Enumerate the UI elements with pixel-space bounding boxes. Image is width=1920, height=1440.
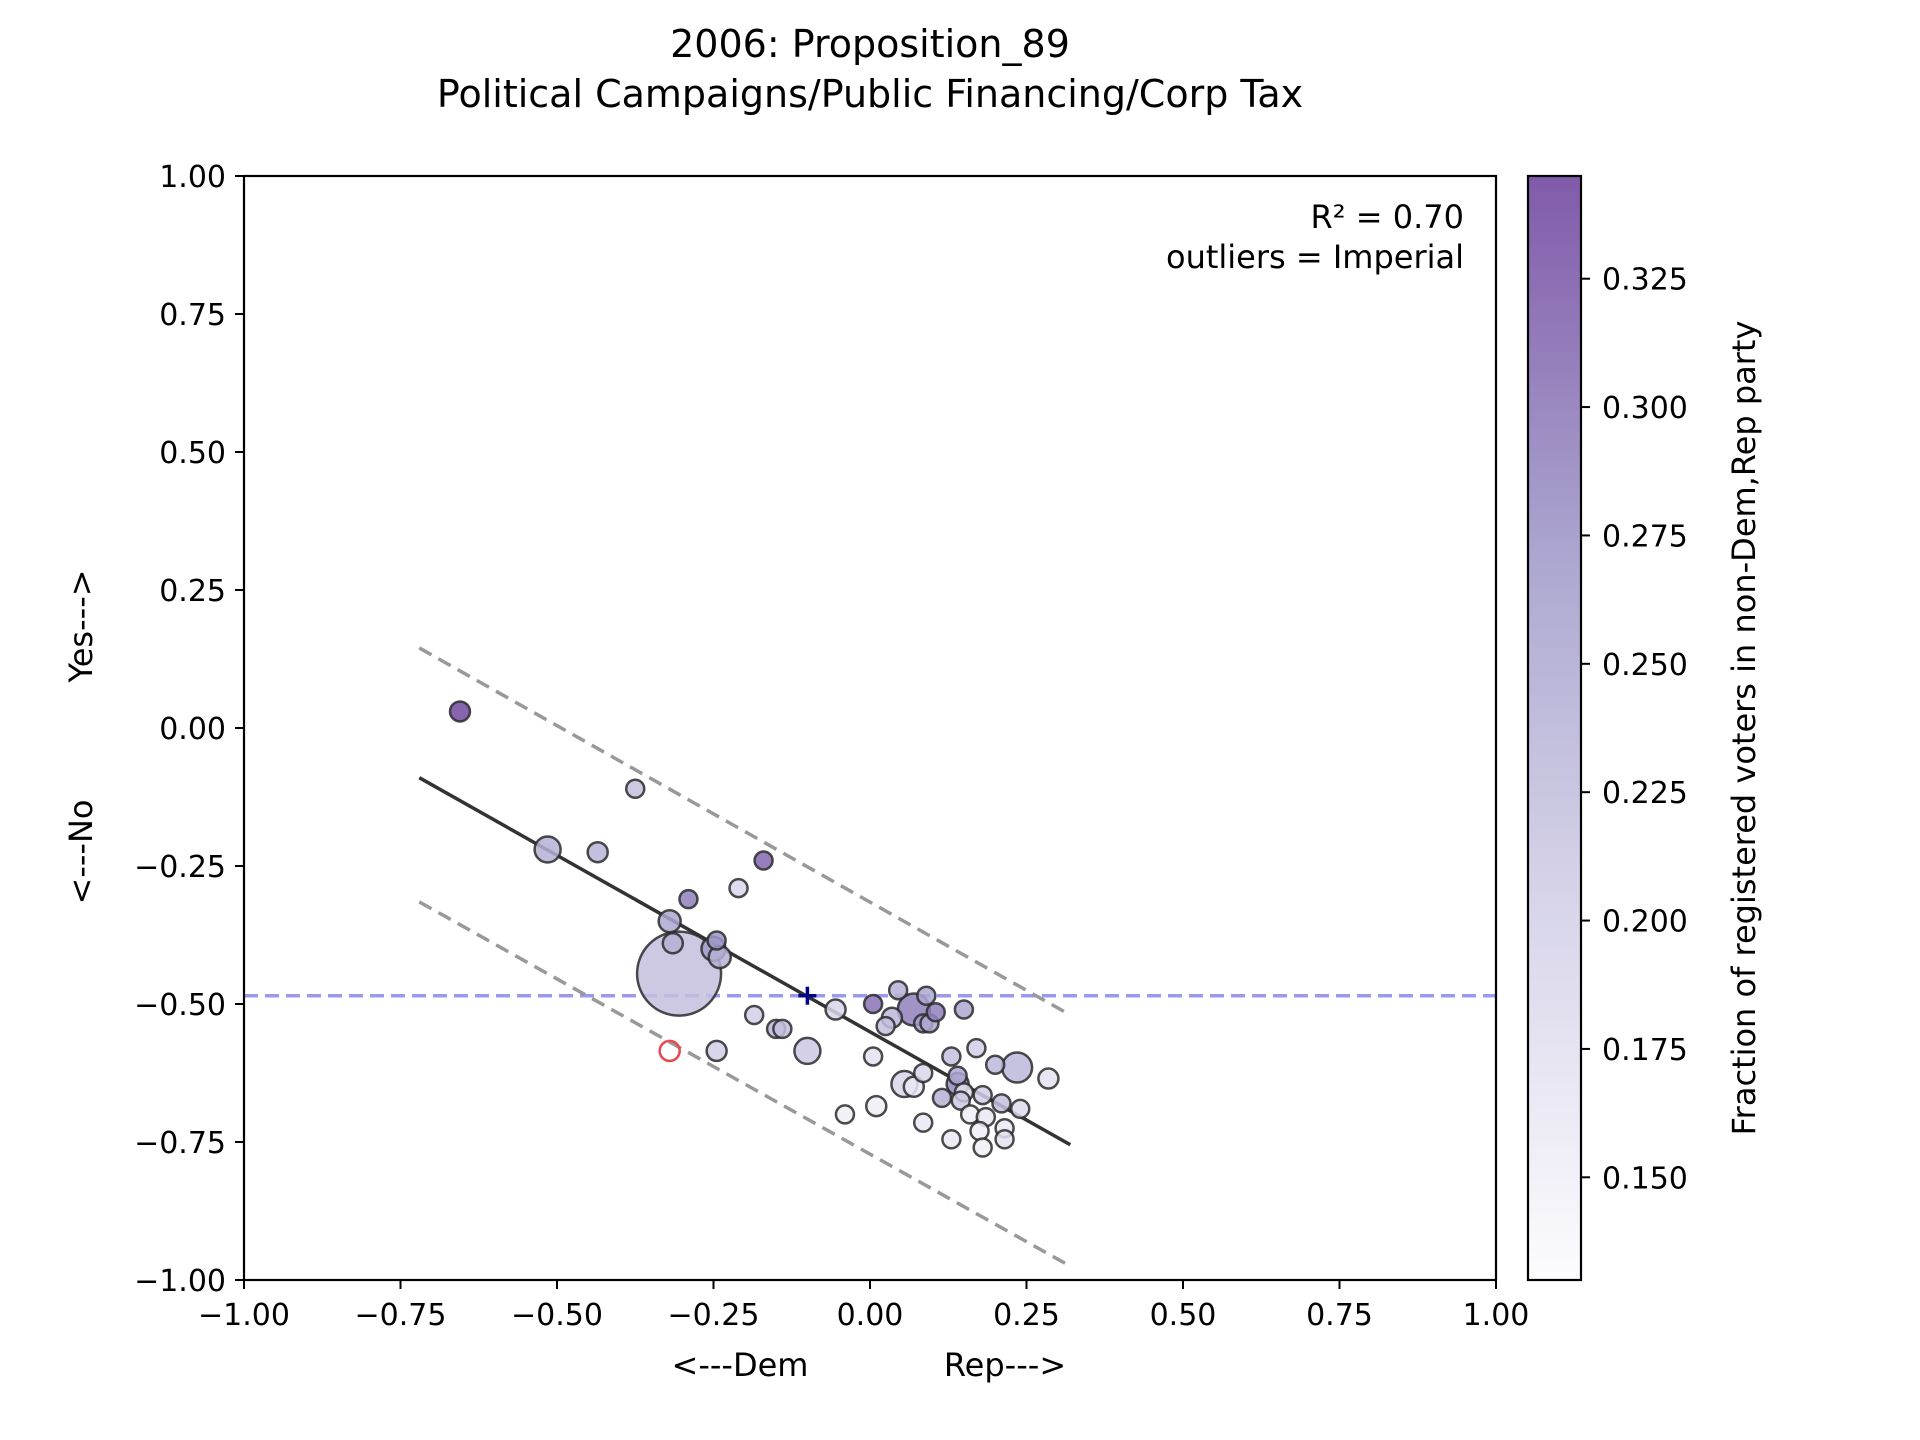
data-point [1000,1051,1034,1084]
data-point [969,1120,990,1142]
data-point [793,1036,822,1066]
plot-area [244,646,1496,1268]
data-point [834,1104,856,1125]
data-point [661,932,685,955]
data-point [728,877,749,899]
data-point [925,1002,946,1023]
data-point [706,930,727,951]
data-point [984,1054,1006,1075]
data-point [953,999,975,1020]
y-tick-label: −1.00 [134,1264,226,1299]
data-point [862,1046,884,1067]
data-point [912,1112,934,1133]
x-tick-label: 0.25 [993,1298,1060,1333]
data-point [705,1039,728,1063]
data-point [912,1062,934,1084]
x-tick-label: 1.00 [1463,1298,1530,1333]
y-tick-label: 0.75 [159,298,226,333]
colorbar-label: Fraction of registered voters in non-Dem… [1725,321,1763,1136]
chart-title: 2006: Proposition_89 [670,22,1070,66]
data-point [994,1128,1015,1150]
y-axis-label-no: <---No [62,800,100,905]
x-tick-label: −1.00 [198,1298,290,1333]
x-axis-label-dem: <---Dem [672,1346,809,1384]
data-point [972,1084,993,1106]
data-point [862,993,884,1015]
data-point [1009,1098,1031,1120]
colorbar-tick-label: 0.175 [1602,1033,1688,1068]
y-tick-label: 0.00 [159,712,226,747]
data-point [772,1018,793,1040]
x-tick-label: −0.50 [511,1298,603,1333]
data-point [586,840,609,864]
x-axis-label-rep: Rep---> [944,1346,1066,1384]
x-tick-label: 0.75 [1306,1298,1373,1333]
y-tick-label: 0.50 [159,436,226,471]
data-point [753,850,774,871]
data-point [533,835,562,864]
y-axis: −1.00 −0.75 −0.50 −0.25 0.00 0.25 0.50 0.75 1.00 [134,160,244,1299]
data-point [865,1094,888,1118]
chart-subtitle: Political Campaigns/Public Financing/Cor… [437,72,1303,116]
y-tick-label: −0.75 [134,1126,226,1161]
y-tick-label: −0.50 [134,988,226,1023]
x-tick-label: −0.75 [355,1298,447,1333]
colorbar-tick-label: 0.150 [1602,1161,1688,1196]
y-tick-label: −0.25 [134,850,226,885]
data-point [824,998,847,1021]
data-point [678,888,699,910]
outliers-annotation: outliers = Imperial [1166,238,1464,276]
data-point [947,1065,968,1087]
colorbar-tick-label: 0.250 [1602,648,1688,683]
colorbar-tick-label: 0.225 [1602,776,1688,811]
data-point [1037,1067,1060,1090]
y-tick-label: 1.00 [159,160,226,195]
x-tick-label: −0.25 [668,1298,760,1333]
data-point [448,700,472,723]
x-tick-label: 0.00 [837,1298,904,1333]
upper-band-line [418,646,1072,1017]
data-point [950,1090,972,1111]
colorbar-tick-label: 0.275 [1602,519,1688,554]
data-point [743,1004,765,1026]
data-point [966,1037,987,1059]
colorbar-axis: 0.150 0.175 0.200 0.225 0.250 0.275 0.300 0.325 [1581,263,1688,1196]
data-point [625,778,646,799]
outlier-point [658,1039,681,1063]
data-point [972,1137,993,1158]
colorbar-tick-label: 0.200 [1602,905,1688,940]
x-axis: −1.00 −0.75 −0.50 −0.25 0.00 0.25 0.50 0.75 1.00 [198,1280,1529,1333]
data-point [875,1015,896,1037]
colorbar-tick-label: 0.300 [1602,391,1688,426]
r-squared-annotation: R² = 0.70 [1311,198,1464,236]
data-point [916,985,937,1006]
data-point [635,930,723,1017]
colorbar [1526,174,1583,1282]
y-axis-label-yes: Yes---> [62,569,100,683]
data-point [887,979,909,1001]
x-tick-label: 0.50 [1150,1298,1217,1333]
y-tick-label: 0.25 [159,574,226,609]
data-point [941,1046,962,1067]
data-point [991,1093,1012,1114]
data-point [941,1128,962,1150]
lower-band-line [418,900,1072,1268]
data-point [657,908,682,934]
data-point [931,1087,953,1109]
colorbar-tick-label: 0.325 [1602,263,1688,298]
